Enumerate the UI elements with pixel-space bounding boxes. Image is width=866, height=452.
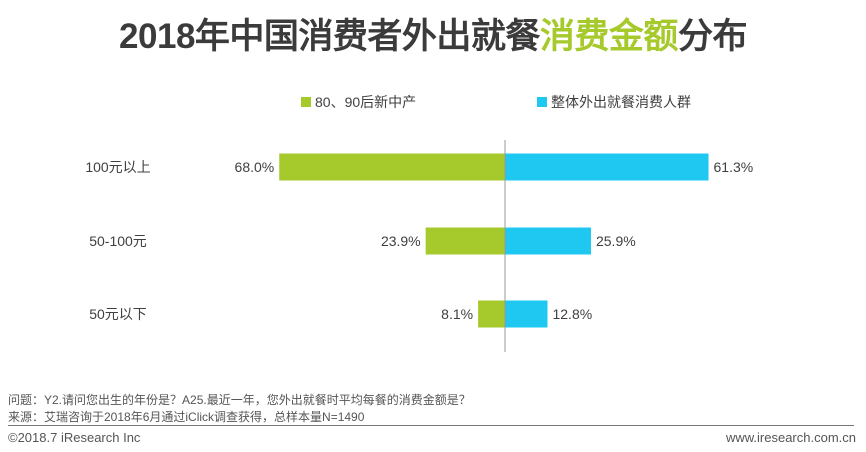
footer-divider [8,425,854,426]
data-label: 12.8% [552,306,592,322]
source-note: 来源：艾瑞咨询于2018年6月通过iClick调查获得，总样本量N=1490 [8,410,365,424]
website: www.iresearch.com.cn [725,430,856,445]
bar [279,153,505,181]
chart: 80、90后新中产 整体外出就餐消费人群 100元以上 68.0% 61.3% 50-10… [85,94,754,352]
bar [505,300,548,328]
bar [425,227,505,255]
title-highlight: 消费金额 [539,17,679,56]
data-label: 23.9% [381,233,421,249]
data-label: 25.9% [596,233,636,249]
legend-label: 80、90后新中产 [315,94,416,110]
category-label: 50元以下 [89,306,147,322]
title-text-end: 分布 [677,17,748,56]
bar [478,300,505,328]
data-label: 61.3% [714,159,754,175]
copyright: ©2018.7 iResearch Inc [8,430,141,445]
data-label: 8.1% [441,306,473,322]
bar [505,153,709,181]
question-note: 问题：Y2.请问您出生的年份是？A25.最近一年，您外出就餐时平均每餐的消费金额… [8,393,471,407]
legend-swatch [537,97,547,107]
bar [505,227,591,255]
title-text: 2018年中国消费者外出就餐 [119,17,540,56]
legend-label: 整体外出就餐消费人群 [551,94,691,110]
legend-swatch [301,97,311,107]
chart-title: 2018年中国消费者外出就餐消费金额分布 [0,8,866,59]
category-label: 50-100元 [89,233,147,249]
data-label: 68.0% [235,159,275,175]
category-label: 100元以上 [85,159,150,175]
